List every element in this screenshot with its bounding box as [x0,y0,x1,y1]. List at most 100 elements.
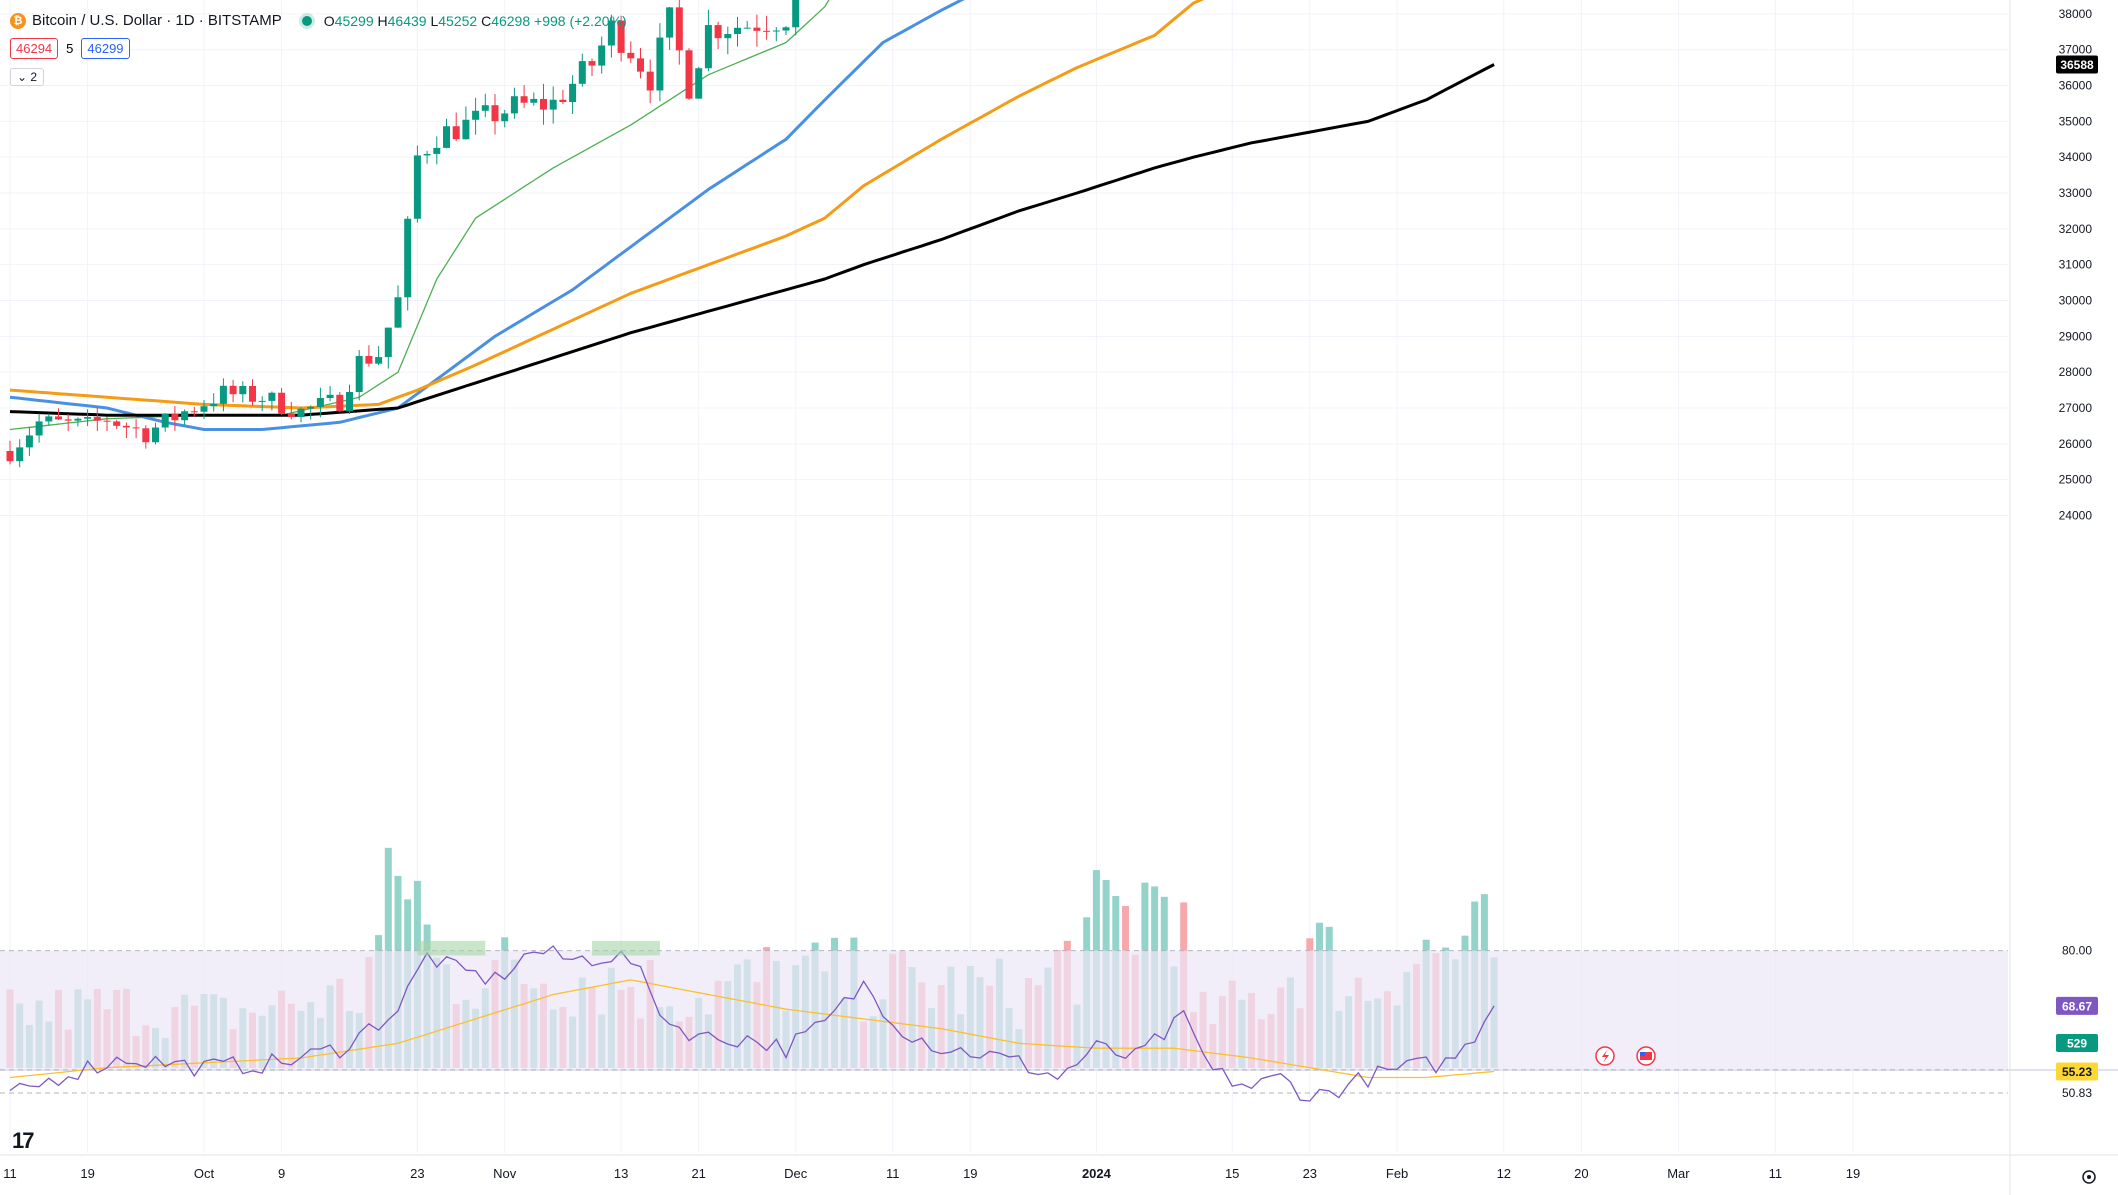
rsi-ma-badge-text: 55.23 [2062,1065,2092,1079]
candle-body [695,68,703,99]
spread-value: 5 [66,41,74,56]
flag-canton [1640,1052,1645,1056]
candle-body [74,418,82,421]
gear-center [2087,1175,2091,1179]
candle-body [219,385,227,404]
candle-body [307,406,315,409]
rsi-ma-line [9,979,1495,1079]
candle-body [229,385,237,395]
price-axis-label: 36000 [2059,79,2093,93]
candle-body [181,411,189,421]
candle-body [607,20,615,46]
candle-body [443,126,450,148]
rsi-value-badge: 68.67 [2056,996,2098,1015]
candle-body [161,413,169,428]
time-axis-label: 20 [1574,1166,1588,1181]
candlesticks[interactable] [0,0,2008,468]
candle-body [200,406,208,412]
bitcoin-logo-icon: ₿ [10,12,26,29]
price-axis-label: 29000 [2059,329,2093,343]
candle-body [132,427,140,429]
price-axis-label: 27000 [2059,401,2093,415]
sell-button[interactable]: 46294 [10,38,59,59]
candle-body [35,421,43,436]
price-axis-label: 34000 [2059,150,2093,164]
candle-body [423,153,431,156]
time-axis-label: 23 [1303,1166,1317,1181]
candle-body [772,30,780,32]
price-axis-label: 37000 [2059,43,2093,57]
rsi-band [0,950,2008,1070]
candle-body [549,99,557,110]
candle-body [637,58,644,72]
candle-body [249,385,256,402]
time-axis-label: 9 [278,1166,285,1181]
candle-body [103,420,111,422]
ma-line-ma100 [9,0,1205,410]
candle-body [365,356,373,364]
ma-line-ma200 [9,63,1495,417]
candle-body [6,450,14,462]
candle-body [734,27,741,35]
symbol-title[interactable]: Bitcoin / U.S. Dollar · 1D · BITSTAMP [32,12,282,29]
candle-body [84,417,92,419]
volume-badge-bg [2056,1034,2098,1052]
time-axis-label: 21 [691,1166,705,1181]
time-axis-label: 11 [886,1166,900,1181]
candle-body [724,34,732,39]
candle-body [45,416,53,422]
candle-body [394,297,402,328]
candle-body [346,392,353,412]
time-axis-label: 15 [1225,1166,1239,1181]
time-axis-label: 11 [3,1166,17,1181]
candle-body [501,113,509,122]
candle-body [258,400,266,402]
candle-body [510,96,518,114]
candle-body [16,447,24,462]
time-axis-label: Feb [1386,1166,1408,1181]
candle-body [55,416,62,420]
rsi-pane[interactable] [0,940,2008,1102]
time-axis-label: 12 [1497,1166,1511,1181]
candle-body [598,45,606,66]
market-open-status-icon [301,15,312,26]
time-axis-label: Mar [1667,1166,1690,1181]
candle-body [666,7,674,38]
candle-body [569,83,577,103]
candle-body [540,98,547,110]
indicators-collapse-button[interactable]: ⌄ 2 [10,68,45,86]
time-axis-label: Oct [194,1166,215,1181]
candle-body [685,50,693,99]
rsi-overbought-fill [417,940,486,956]
time-axis-label: 19 [1846,1166,1860,1181]
price-axis-label: 26000 [2059,437,2093,451]
time-axis-label: 2024 [1082,1166,1112,1181]
lightning-glyph [1602,1050,1609,1063]
candle-body [472,110,480,120]
time-axis-label: 13 [614,1166,628,1181]
settings-gear-icon[interactable] [2082,1170,2096,1184]
candle-body [375,357,383,364]
candle-body [588,61,596,66]
price-axis-label: 35000 [2059,114,2093,128]
rsi-axis-label: 80.00 [2062,944,2092,958]
candle-body [93,417,101,421]
candle-body [782,27,790,31]
candle-body [481,105,489,111]
us-flag-event-icon [1636,1046,1656,1066]
buy-button[interactable]: 46299 [81,38,130,59]
candle-body [316,397,324,407]
candle-body [171,413,179,421]
candle-body [646,71,654,91]
rsi-ma-badge-bg [2056,1062,2098,1081]
candle-body [113,421,121,426]
rsi-overbought-fill [592,940,660,956]
price-axis-label: 38000 [2059,7,2093,21]
lightning-event-icon [1595,1046,1615,1066]
flag-stripes [1640,1052,1652,1060]
gear-ring [2082,1170,2096,1184]
candle-body [462,119,470,140]
chart-legend[interactable]: ₿ Bitcoin / U.S. Dollar · 1D · BITSTAMP … [10,12,627,29]
ma200-badge-bg [2056,55,2098,74]
